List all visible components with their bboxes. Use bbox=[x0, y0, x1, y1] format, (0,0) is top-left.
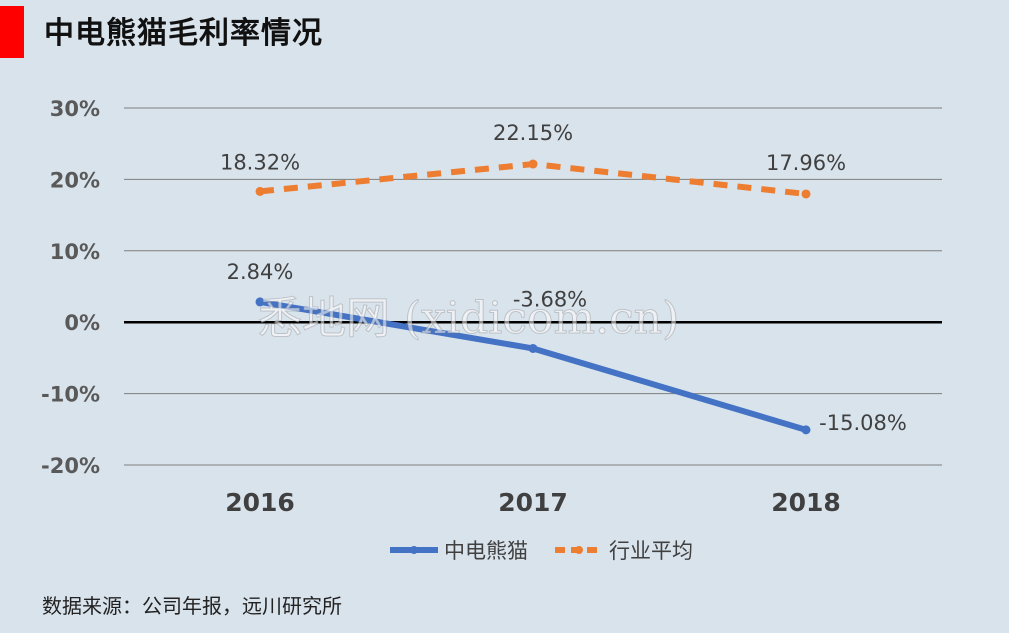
y-tick-label: 0% bbox=[64, 311, 100, 335]
legend-marker bbox=[410, 546, 418, 554]
data-point bbox=[528, 159, 538, 169]
x-tick-label: 2017 bbox=[498, 488, 568, 517]
data-label: 17.96% bbox=[766, 151, 846, 175]
legend-marker bbox=[575, 546, 583, 554]
data-point bbox=[255, 297, 265, 307]
y-tick-label: 10% bbox=[50, 240, 100, 264]
data-label: 2.84% bbox=[227, 260, 294, 284]
data-point bbox=[801, 425, 811, 435]
legend-label: 行业平均 bbox=[609, 539, 693, 563]
chart-title: 中电熊猫毛利率情况 bbox=[44, 16, 323, 51]
y-tick-label: -10% bbox=[41, 383, 100, 407]
y-tick-label: -20% bbox=[41, 454, 100, 478]
data-point bbox=[255, 186, 265, 196]
legend-label: 中电熊猫 bbox=[444, 539, 528, 563]
y-tick-label: 20% bbox=[50, 168, 100, 192]
x-tick-label: 2018 bbox=[771, 488, 841, 517]
y-tick-label: 30% bbox=[50, 97, 100, 121]
data-label: -15.08% bbox=[819, 411, 907, 435]
data-label: -3.68% bbox=[513, 287, 587, 311]
data-label: 22.15% bbox=[493, 121, 573, 145]
data-point bbox=[528, 343, 538, 353]
title-accent-bar bbox=[0, 6, 24, 58]
data-point bbox=[801, 189, 811, 199]
source-note: 数据来源：公司年报，远川研究所 bbox=[42, 594, 342, 618]
x-tick-label: 2016 bbox=[225, 488, 295, 517]
data-label: 18.32% bbox=[220, 150, 300, 174]
